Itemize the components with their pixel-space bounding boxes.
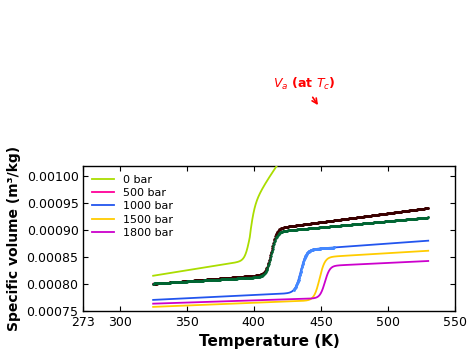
1000 bar — [150, 298, 156, 302]
1000 bar — [425, 239, 431, 243]
1800 bar — [425, 259, 431, 263]
Line: 1000 bar: 1000 bar — [153, 241, 428, 300]
0 bar — [272, 167, 277, 172]
1000 bar — [339, 245, 345, 249]
1500 bar — [370, 252, 375, 256]
1500 bar — [365, 252, 371, 257]
Line: 0 bar: 0 bar — [153, 0, 428, 276]
0 bar — [178, 269, 184, 273]
0 bar — [370, 43, 375, 48]
500 bar — [262, 272, 267, 276]
1800 bar — [339, 263, 345, 267]
500 bar — [425, 216, 431, 220]
1800 bar — [150, 302, 156, 306]
1000 bar — [272, 292, 277, 296]
0 bar — [365, 49, 371, 53]
1800 bar — [370, 262, 375, 266]
500 bar — [150, 282, 156, 286]
Line: 1800 bar: 1800 bar — [153, 261, 428, 304]
1000 bar — [370, 242, 375, 247]
1500 bar — [272, 300, 277, 304]
1500 bar — [178, 304, 184, 308]
0 bar — [150, 274, 156, 278]
500 bar — [272, 241, 277, 245]
500 bar — [370, 221, 375, 225]
1000 bar — [178, 297, 184, 301]
1500 bar — [262, 300, 267, 305]
Line: 500 bar: 500 bar — [153, 218, 428, 284]
1800 bar — [262, 298, 267, 302]
500 bar — [178, 280, 184, 284]
Text: $V_a$ (at $T_c$): $V_a$ (at $T_c$) — [273, 76, 335, 104]
Legend: 0 bar, 500 bar, 1000 bar, 1500 bar, 1800 bar: 0 bar, 500 bar, 1000 bar, 1500 bar, 1800… — [89, 171, 177, 241]
0 bar — [339, 79, 345, 83]
1500 bar — [150, 305, 156, 309]
1500 bar — [339, 254, 345, 258]
Y-axis label: Specific volume (m³/kg): Specific volume (m³/kg) — [7, 146, 21, 331]
1800 bar — [272, 298, 277, 302]
1500 bar — [425, 248, 431, 253]
1800 bar — [365, 262, 371, 266]
500 bar — [365, 221, 371, 225]
1800 bar — [178, 300, 184, 305]
1000 bar — [365, 243, 371, 247]
500 bar — [339, 224, 345, 228]
0 bar — [262, 183, 267, 187]
1000 bar — [262, 292, 267, 297]
X-axis label: Temperature (K): Temperature (K) — [199, 334, 339, 349]
Line: 1500 bar: 1500 bar — [153, 251, 428, 307]
